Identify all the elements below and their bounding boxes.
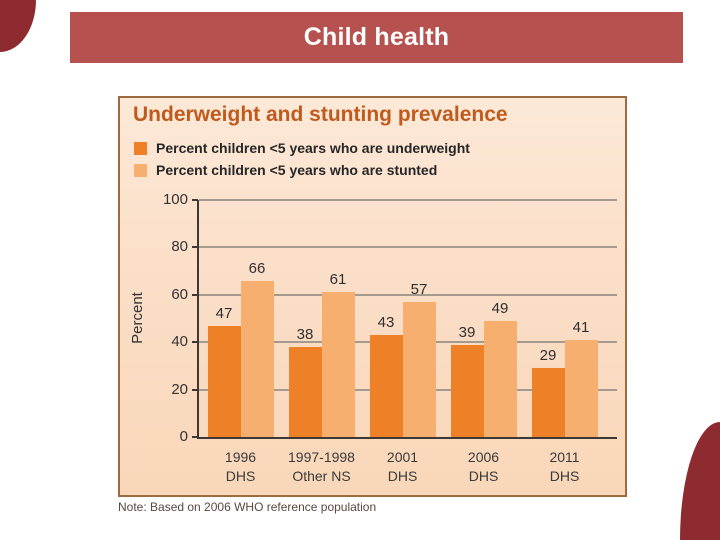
y-tick-40: [192, 341, 198, 344]
stunted-bar-1997-1998: [321, 292, 355, 437]
x-axis-line: [197, 437, 617, 439]
y-tick-label-60: 60: [171, 285, 188, 303]
stunted-bar-1996: [240, 280, 274, 437]
gridline-60: [199, 293, 617, 296]
bar-value-label: 41: [572, 318, 590, 336]
bar-value-label: 43: [377, 314, 395, 332]
bar-value-label: 39: [458, 323, 476, 341]
underweight-swatch-icon: [134, 141, 147, 155]
y-axis-line: [197, 200, 199, 437]
bar-value-label: 61: [329, 271, 347, 289]
slide-title-bar: Child health: [70, 12, 683, 63]
y-tick-label-0: 0: [179, 428, 188, 445]
y-tick-label-20: 20: [171, 380, 188, 398]
stunted-bar-2011: [564, 339, 598, 437]
slide-title: Child health: [303, 23, 450, 51]
bar-value-label: 47: [215, 304, 233, 322]
x-axis-label-2006: 2006 DHS: [467, 449, 500, 484]
bar-value-label: 38: [296, 325, 314, 343]
plot-area: 0 20 40 60 80 100 47 66 1996 DHS 38 61 1997-1998 Ot…: [120, 98, 625, 495]
y-tick-label-80: 80: [171, 238, 188, 256]
underweight-bar-1997-1998: [288, 346, 322, 437]
gridline-80: [199, 246, 617, 249]
legend-item-stunted: Percent children <5 years who are stunte…: [134, 159, 470, 181]
underweight-bar-2011: [531, 368, 565, 437]
y-tick-100: [192, 199, 198, 201]
x-axis-label-1997-1998: 1997-1998 Other NS: [288, 449, 355, 484]
legend-item-underweight: Percent children <5 years who are underw…: [134, 137, 470, 159]
bar-value-label: 49: [491, 299, 509, 317]
stunted-bar-2001: [402, 301, 436, 437]
chart-legend: Percent children <5 years who are underw…: [134, 137, 470, 181]
legend-label-stunted: Percent children <5 years who are stunte…: [156, 162, 438, 178]
bar-value-label: 29: [539, 347, 557, 365]
y-tick-80: [192, 246, 198, 249]
chart-title: Underweight and stunting prevalence: [133, 103, 508, 126]
y-tick-label-100: 100: [162, 191, 188, 208]
legend-label-underweight: Percent children <5 years who are underw…: [156, 140, 470, 156]
gridline-100: [199, 199, 617, 201]
corner-accent-top-left: [0, 0, 36, 52]
chart-note: Note: Based on 2006 WHO reference popula…: [118, 500, 377, 514]
x-axis-label-2011: 2011 DHS: [549, 449, 580, 484]
y-tick-0: [192, 436, 198, 438]
y-tick-label-40: 40: [171, 333, 188, 351]
chart-panel: Underweight and stunting prevalence Perc…: [118, 96, 627, 497]
underweight-bar-2001: [369, 335, 403, 437]
x-axis-label-1996: 1996 DHS: [224, 449, 257, 484]
y-tick-60: [192, 293, 198, 296]
stunted-bar-2006: [483, 320, 517, 437]
underweight-bar-1996: [207, 325, 241, 437]
x-axis-label-2001: 2001 DHS: [386, 449, 419, 484]
bar-value-label: 66: [248, 259, 266, 277]
y-tick-20: [192, 388, 198, 391]
stunted-swatch-icon: [134, 163, 147, 177]
bar-value-label: 57: [410, 280, 428, 298]
corner-accent-bottom-right: [680, 422, 720, 540]
underweight-bar-2006: [450, 344, 484, 437]
